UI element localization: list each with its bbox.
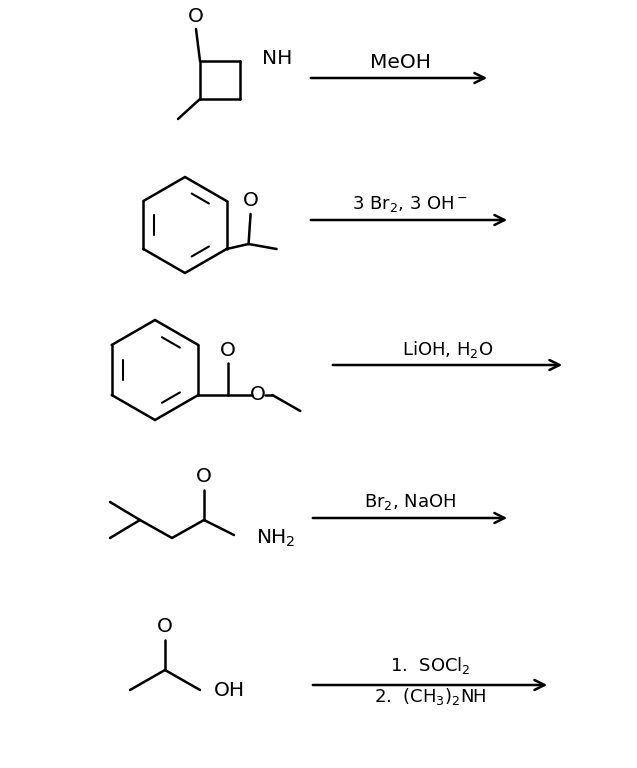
Text: 3 Br$_2$, 3 OH$^-$: 3 Br$_2$, 3 OH$^-$ xyxy=(352,194,468,214)
Text: LiOH, H$_2$O: LiOH, H$_2$O xyxy=(402,339,494,359)
Text: MeOH: MeOH xyxy=(369,52,431,71)
Text: NH: NH xyxy=(262,49,292,68)
Text: O: O xyxy=(188,8,204,27)
Text: O: O xyxy=(220,340,236,359)
Text: O: O xyxy=(157,617,173,637)
Text: O: O xyxy=(196,468,212,486)
Text: OH: OH xyxy=(214,680,245,700)
Text: O: O xyxy=(250,386,266,405)
Text: Br$_2$, NaOH: Br$_2$, NaOH xyxy=(364,492,456,512)
Text: NH$_2$: NH$_2$ xyxy=(256,528,295,548)
Text: O: O xyxy=(243,191,259,210)
Text: 1.  SOCl$_2$: 1. SOCl$_2$ xyxy=(390,656,470,677)
Text: 2.  (CH$_3$)$_2$NH: 2. (CH$_3$)$_2$NH xyxy=(374,686,486,707)
